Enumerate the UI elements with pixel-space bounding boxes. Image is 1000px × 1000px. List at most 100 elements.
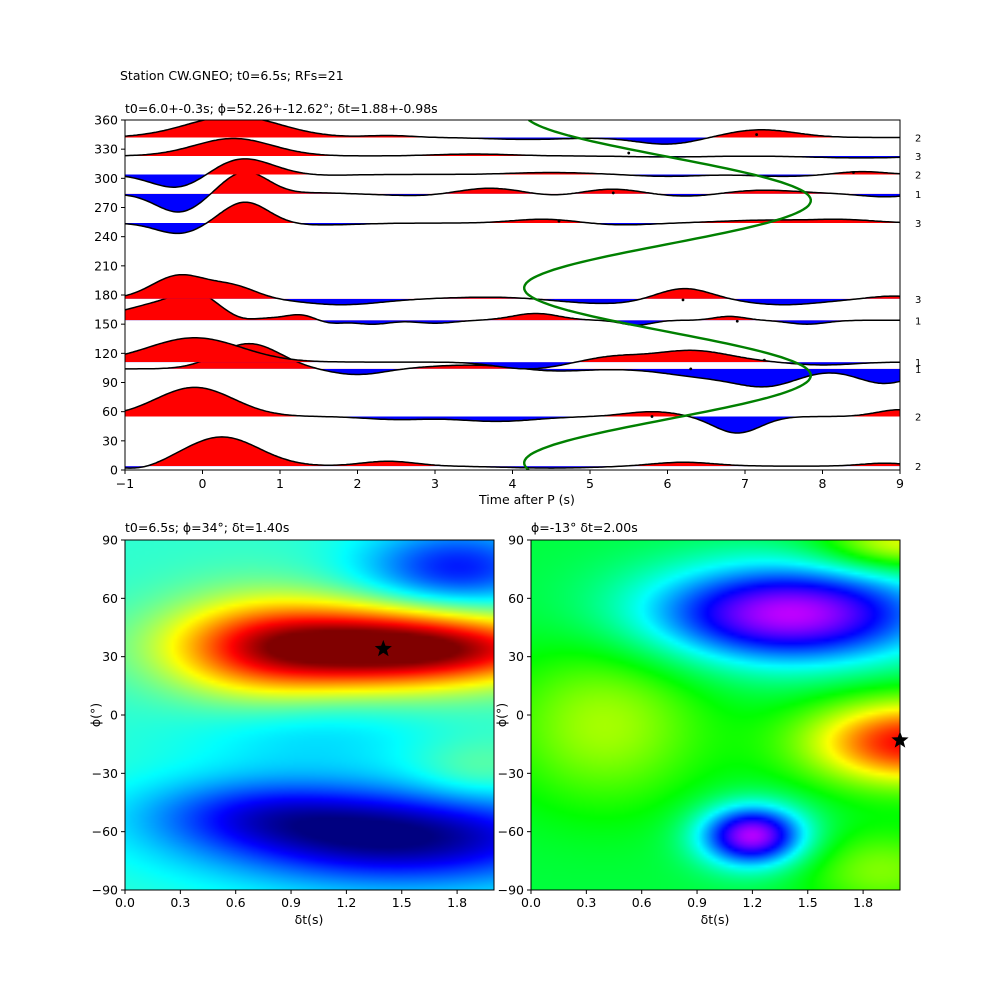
- heatmap-right-canvas: [531, 540, 900, 890]
- rf-marker-dot: [735, 319, 739, 323]
- figure-title: Station CW.GNEO; t0=6.5s; RFs=21: [120, 68, 344, 83]
- rf-trace: [125, 337, 900, 370]
- rf-fill-negative: [125, 320, 900, 326]
- rf-count-label: 2: [915, 462, 921, 473]
- rf-panel: t0=6.0+-0.3s; ϕ=52.26+-12.62°; δt=1.88+-…: [94, 101, 921, 507]
- x-tick-label: 1: [276, 476, 284, 491]
- rf-trace: [125, 120, 900, 145]
- rf-count-label: 2: [915, 413, 921, 424]
- x-tick-label: 1.2: [742, 895, 762, 910]
- rf-xlabel: Time after P (s): [478, 492, 575, 507]
- x-tick-label: 0.0: [521, 895, 541, 910]
- x-tick-label: 1.2: [336, 895, 356, 910]
- rf-count-label: 3: [915, 219, 921, 230]
- rf-marker-dot: [611, 191, 615, 195]
- heatmap-left: t0=6.5s; ϕ=34°; δt=1.40s 0.0 0.3 0.6 0.9 1.2…: [88, 520, 495, 927]
- rf-trace-line: [125, 158, 900, 188]
- rf-fill-negative: [364, 362, 900, 369]
- heatmap-left-ylabel: ϕ(°): [88, 703, 103, 727]
- best-fit-star-left: [374, 639, 392, 657]
- y-tick-label: −90: [92, 883, 118, 898]
- y-tick-label: 270: [94, 200, 118, 215]
- rf-trace-line: [125, 201, 900, 235]
- y-tick-label: 30: [102, 433, 118, 448]
- x-tick-label: 7: [741, 476, 749, 491]
- y-tick-label: 60: [102, 404, 118, 419]
- x-tick-label: 0.6: [226, 895, 246, 910]
- rf-trace-line: [125, 337, 900, 370]
- x-tick-label: 9: [896, 476, 904, 491]
- rf-fill-positive: [125, 120, 900, 138]
- heatmap-right-title: ϕ=-13° δt=2.00s: [531, 520, 638, 535]
- x-tick-label: 6: [664, 476, 672, 491]
- y-tick-label: 0: [110, 463, 118, 478]
- y-tick-label: 30: [102, 649, 118, 664]
- rf-count-label: 1: [915, 316, 921, 327]
- rf-traces: [125, 120, 900, 469]
- x-tick-label: 8: [819, 476, 827, 491]
- rf-trace: [125, 158, 900, 188]
- rf-axes: −1 0 1 2 3 4 5 6 7 8 90306090120150180210240270300…: [94, 113, 904, 492]
- rf-fill-positive: [125, 436, 900, 467]
- x-tick-label: 2: [354, 476, 362, 491]
- rf-trace: [125, 386, 900, 434]
- rf-count-label: 3: [915, 295, 921, 306]
- y-tick-label: 120: [94, 346, 118, 361]
- rf-fill-positive: [125, 138, 900, 156]
- rf-trace-line: [125, 386, 900, 434]
- y-tick-label: 180: [94, 288, 118, 303]
- x-tick-label: −1: [116, 476, 134, 491]
- y-tick-label: 0: [516, 708, 524, 723]
- y-tick-label: 90: [508, 533, 524, 548]
- x-tick-label: 0.0: [115, 895, 135, 910]
- x-tick-label: 0.9: [281, 895, 301, 910]
- y-tick-label: 90: [102, 533, 118, 548]
- rf-trace: [125, 201, 900, 235]
- rf-trace-line: [125, 436, 900, 469]
- heatmap-right-axes: 0.0 0.3 0.6 0.9 1.2 1.5 1.8 −90 −60 −30 0 30 60 90: [498, 533, 873, 911]
- heatmap-left-axes: 0.0 0.3 0.6 0.9 1.2 1.5 1.8 −90 −60 −30 0 30 60 90: [92, 533, 467, 911]
- rf-marker-dot: [755, 133, 759, 136]
- rf-marker-dot: [681, 298, 685, 302]
- heatmap-right-ylabel: ϕ(°): [494, 703, 509, 727]
- rf-count-label: 2: [915, 134, 921, 145]
- rf-marker-dot: [627, 151, 631, 155]
- rf-fill-negative: [125, 174, 824, 188]
- heatmap-right: ϕ=-13° δt=2.00s 0.0 0.3 0.6 0.9 1.2 1.5 1.8 −90…: [494, 520, 909, 927]
- heatmap-left-xlabel: δt(s): [295, 912, 324, 927]
- rf-fill-positive: [210, 171, 840, 194]
- x-tick-label: 0.3: [170, 895, 190, 910]
- rf-trace-line: [125, 137, 900, 159]
- x-tick-label: 0.6: [632, 895, 652, 910]
- x-tick-label: 1.8: [447, 895, 467, 910]
- y-tick-label: 60: [508, 591, 524, 606]
- x-tick-label: 0.3: [576, 895, 596, 910]
- rf-marker-dot: [689, 367, 693, 371]
- y-tick-label: −30: [92, 766, 118, 781]
- rf-trace: [125, 137, 900, 159]
- y-tick-label: −60: [498, 824, 524, 839]
- y-tick-label: 210: [94, 258, 118, 273]
- rf-trace: [125, 273, 900, 306]
- rf-marker-dot: [852, 171, 855, 174]
- y-tick-label: 0: [110, 708, 118, 723]
- x-tick-label: 1.5: [392, 895, 412, 910]
- y-tick-label: 240: [94, 229, 118, 244]
- heatmap-right-xlabel: δt(s): [701, 912, 730, 927]
- rf-count-label: 3: [915, 152, 921, 163]
- x-tick-label: 0: [199, 476, 207, 491]
- rf-marker-dot: [762, 358, 766, 362]
- rf-trace: [125, 436, 900, 469]
- heatmap-left-canvas: [125, 540, 494, 890]
- y-tick-label: 30: [508, 649, 524, 664]
- y-tick-label: −90: [498, 883, 524, 898]
- x-tick-label: 0.9: [687, 895, 707, 910]
- rf-fill-positive: [125, 387, 900, 417]
- y-tick-label: 300: [94, 171, 118, 186]
- rf-trace-line: [125, 273, 900, 306]
- x-tick-label: 1.8: [853, 895, 873, 910]
- y-tick-label: −60: [92, 824, 118, 839]
- rf-fill-negative: [125, 416, 900, 433]
